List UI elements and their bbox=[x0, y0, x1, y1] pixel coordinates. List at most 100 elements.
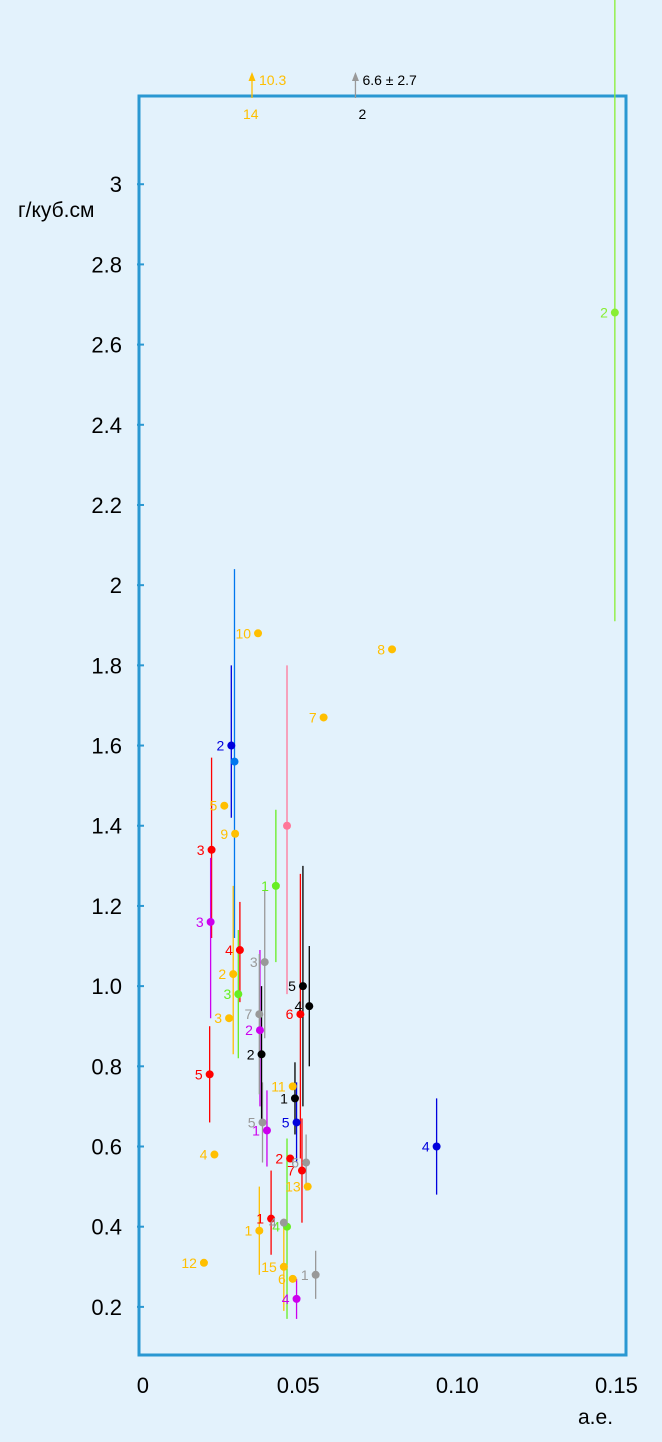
point-label: 4 bbox=[225, 942, 233, 958]
y-tick-label: 2.2 bbox=[91, 493, 122, 518]
point-label: 1 bbox=[256, 1211, 264, 1227]
point-label: 12 bbox=[181, 1255, 197, 1271]
point-label: 2 bbox=[217, 738, 225, 754]
off-chart-arrow-head bbox=[248, 72, 256, 81]
point-label: 3 bbox=[197, 842, 205, 858]
off-chart-label: 2 bbox=[358, 106, 366, 122]
data-point bbox=[206, 917, 215, 926]
off-chart-value: 6.6 ± 2.7 bbox=[362, 72, 417, 88]
point-label: 2 bbox=[245, 1022, 253, 1038]
y-tick-label: 1.4 bbox=[91, 814, 122, 839]
y-tick-label: 0.6 bbox=[91, 1135, 122, 1160]
data-point bbox=[210, 1150, 219, 1159]
data-point bbox=[229, 970, 238, 979]
data-point bbox=[319, 713, 328, 722]
data-point bbox=[279, 1262, 288, 1271]
data-point bbox=[255, 1226, 264, 1235]
y-tick-label: 2 bbox=[110, 573, 122, 598]
data-point bbox=[432, 1142, 441, 1151]
y-tick-label: 2.6 bbox=[91, 333, 122, 358]
point-labels: 1087592341113115612346527132142541342375… bbox=[181, 305, 608, 1307]
point-label: 6 bbox=[291, 1155, 299, 1171]
point-label: 5 bbox=[248, 1114, 256, 1130]
data-point bbox=[292, 1118, 301, 1127]
point-label: 1 bbox=[252, 1122, 260, 1138]
y-tick-label: 1.8 bbox=[91, 653, 122, 678]
y-tick-label: 2.4 bbox=[91, 413, 122, 438]
data-point bbox=[199, 1258, 208, 1267]
data-point bbox=[297, 1166, 306, 1175]
x-axis-label: а.е. bbox=[578, 1406, 613, 1429]
data-point bbox=[262, 1126, 271, 1135]
data-point bbox=[292, 1294, 301, 1303]
data-point bbox=[255, 1026, 264, 1035]
y-axis-label: г/куб.см bbox=[18, 199, 94, 222]
point-label: 3 bbox=[214, 1010, 222, 1026]
data-point bbox=[279, 1218, 288, 1227]
y-tick-label: 2.8 bbox=[91, 252, 122, 277]
point-label: 2 bbox=[275, 1151, 283, 1167]
point-label: 15 bbox=[261, 1259, 277, 1275]
data-point bbox=[267, 1214, 276, 1223]
point-label: 2 bbox=[600, 305, 608, 321]
point-label: 3 bbox=[250, 954, 258, 970]
point-label: 5 bbox=[195, 1066, 203, 1082]
point-label: 3 bbox=[224, 986, 232, 1002]
data-point bbox=[288, 1082, 297, 1091]
data-point bbox=[207, 845, 216, 854]
y-tick-label: 0.4 bbox=[91, 1215, 122, 1240]
point-label: 2 bbox=[218, 966, 226, 982]
x-tick-label: 0.10 bbox=[436, 1373, 479, 1398]
off-chart-label: 14 bbox=[243, 106, 259, 122]
y-tick-label: 0.8 bbox=[91, 1054, 122, 1079]
point-label: 6 bbox=[286, 1006, 294, 1022]
point-label: 7 bbox=[245, 1006, 253, 1022]
point-label: 10 bbox=[235, 625, 251, 641]
point-label: 1 bbox=[280, 1090, 288, 1106]
y-tick-label: 1.2 bbox=[91, 894, 122, 919]
data-point bbox=[271, 881, 280, 890]
point-label: 1 bbox=[301, 1267, 309, 1283]
data-point bbox=[290, 1094, 299, 1103]
data-point bbox=[610, 308, 619, 317]
point-label: 7 bbox=[309, 709, 317, 725]
point-label: 4 bbox=[272, 1219, 280, 1235]
y-tick-label: 3 bbox=[110, 172, 122, 197]
y-tick-label: 1.6 bbox=[91, 734, 122, 759]
point-label: 5 bbox=[282, 1114, 290, 1130]
point-label: 13 bbox=[285, 1179, 301, 1195]
point-label: 2 bbox=[247, 1046, 255, 1062]
data-point bbox=[388, 645, 397, 654]
point-label: 7 bbox=[287, 1163, 295, 1179]
point-label: 3 bbox=[196, 914, 204, 930]
data-point bbox=[231, 829, 240, 838]
data-point bbox=[257, 1050, 266, 1059]
x-tick-label: 0.15 bbox=[595, 1373, 638, 1398]
off-chart-value: 10.3 bbox=[259, 72, 286, 88]
y-tick-label: 1.0 bbox=[91, 974, 122, 999]
data-point bbox=[234, 990, 243, 999]
data-points bbox=[199, 308, 619, 1303]
point-label: 9 bbox=[220, 826, 228, 842]
data-point bbox=[227, 741, 236, 750]
point-label: 4 bbox=[422, 1139, 430, 1155]
data-point bbox=[254, 629, 263, 638]
data-point bbox=[230, 757, 239, 766]
y-tick-label: 0.2 bbox=[91, 1295, 122, 1320]
x-axis-ticks: 0 0.05 0.10 0.15 bbox=[137, 1373, 638, 1398]
point-label: 1 bbox=[245, 1223, 253, 1239]
data-point bbox=[220, 801, 229, 810]
data-point bbox=[305, 1002, 314, 1011]
data-point bbox=[283, 821, 292, 830]
data-point bbox=[288, 1274, 297, 1283]
x-tick-label: 0.05 bbox=[277, 1373, 320, 1398]
off-chart-markers: 10.3 14 6.6 ± 2.7 2 bbox=[243, 72, 417, 122]
point-label: 4 bbox=[294, 998, 302, 1014]
point-label: 6 bbox=[278, 1271, 286, 1287]
point-label: 5 bbox=[288, 978, 296, 994]
point-label: 11 bbox=[271, 1078, 286, 1094]
point-label: 4 bbox=[269, 1215, 277, 1231]
off-chart-arrow-head bbox=[351, 72, 359, 81]
data-point bbox=[258, 1118, 267, 1127]
